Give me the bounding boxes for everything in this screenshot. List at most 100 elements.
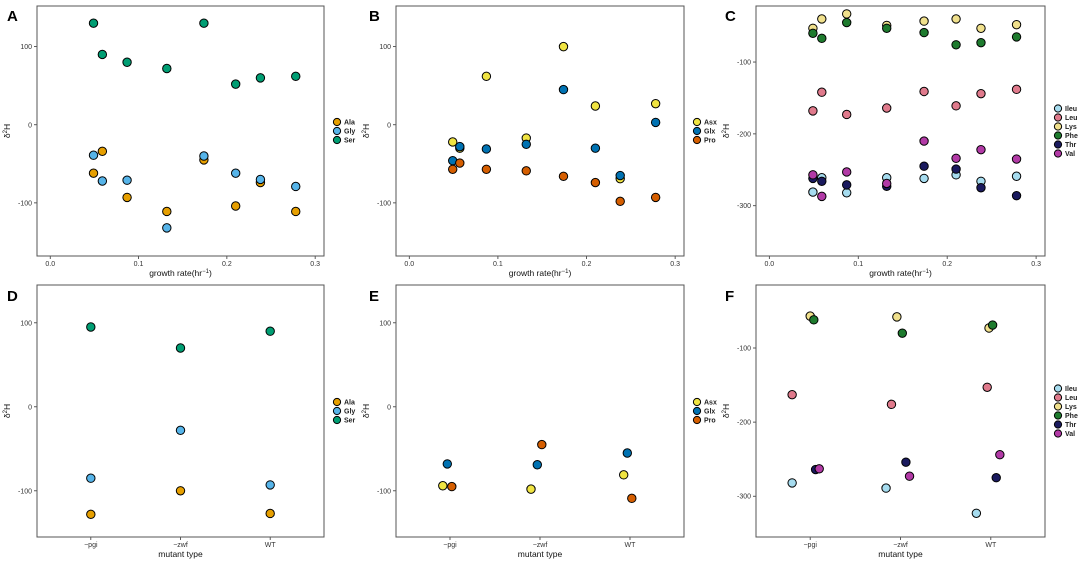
legend-key-glx [692,406,702,416]
y-tick-label: 0 [387,122,391,129]
data-point-leu [808,106,818,116]
data-point-leu [817,87,827,97]
data-point-leu [976,88,986,99]
data-point-glx [650,117,661,128]
legend-label-gly: Gly [344,409,355,416]
y-axis-label: δ2H [2,124,12,138]
y-axis-label-sup: 2 [362,409,368,413]
data-point-thr [1011,190,1022,201]
x-tick-label: −zwf [533,542,548,549]
x-axis-label-close: ) [209,268,212,278]
legend-label-lys: Lys [1065,124,1077,131]
panel-letter: D [7,288,18,305]
legend-key-ileu [1053,104,1063,113]
y-tick-label: -100 [737,346,751,353]
legend-label-val: Val [1065,151,1075,158]
y-tick-label: -100 [18,488,32,495]
data-point-glx [521,139,531,149]
legend-key-asx [692,117,702,127]
legend-key-pro [692,135,702,145]
y-axis-label: δ2H [361,124,371,138]
data-point-gly [230,168,241,178]
x-tick-label: 0.1 [134,261,144,268]
legend-label-ileu: Ileu [1065,106,1077,113]
panel-letter: B [369,8,380,25]
y-axis-label-sup: 2 [362,129,368,133]
x-tick-label: 0.1 [493,261,503,268]
y-axis-label-sub: H [2,124,12,130]
legend-key-ala [332,397,342,407]
y-axis-label: δ2H [721,404,731,418]
plot-frame [755,5,1046,257]
y-axis-label-delta: δ [361,133,371,138]
data-point-pro [447,481,457,492]
legend-key-gly [332,126,342,136]
y-tick-label: 0 [387,404,391,411]
plot-frame [36,284,325,538]
x-tick-label: 0.0 [404,261,414,268]
x-tick-label: −zwf [893,542,908,549]
legend-label-pro: Pro [704,138,716,145]
y-tick-label: 100 [20,44,32,51]
data-point-lys [817,14,827,24]
data-point-val [919,136,929,146]
legend-key-phe [1053,411,1063,420]
x-axis-label: growth rate(hr−1) [149,268,212,278]
y-axis-label-sup: 2 [722,409,728,413]
data-point-ser [199,18,209,28]
data-point-lys [919,16,929,26]
data-point-val [817,191,827,202]
data-point-asx [481,71,492,82]
data-point-val [882,178,892,189]
data-point-ala [86,509,96,520]
data-point-thr [976,183,986,193]
data-point-phe [1011,32,1022,42]
legend-label-leu: Leu [1065,395,1077,402]
legend-label-thr: Thr [1065,142,1077,149]
y-axis-label-delta: δ [2,133,12,138]
y-tick-label: -200 [737,131,751,138]
legend: Ala Gly Ser [332,397,356,425]
y-axis-label-sub: H [721,124,731,130]
data-point-phe [951,40,961,50]
data-point-phe [987,320,998,330]
legend: Ileu Leu Lys Phe Thr Val [1053,104,1078,158]
y-axis-label-delta: δ [721,413,731,418]
data-point-phe [897,328,908,338]
y-axis-label: δ2H [2,404,12,418]
data-point-gly [86,473,96,483]
plot-frame [36,5,325,257]
data-point-ala [88,168,99,178]
data-point-ser [255,73,266,83]
data-point-pro [590,177,601,188]
x-axis-label-close: ) [568,268,571,278]
data-point-ser [97,49,108,60]
data-point-ileu [971,508,982,518]
data-point-val [808,170,818,180]
data-point-ala [230,201,241,211]
x-tick-label: 0.2 [942,261,952,268]
legend-label-lys: Lys [1065,404,1077,411]
data-point-gly [122,175,132,185]
legend: Ileu Leu Lys Phe Thr Val [1053,384,1078,438]
legend-label-asx: Asx [704,120,717,127]
data-point-phe [842,17,852,28]
legend-label-glx: Glx [704,409,715,416]
data-point-leu [1011,84,1022,95]
data-point-phe [882,23,892,33]
data-point-phe [919,27,929,38]
y-tick-label: 100 [379,44,391,51]
data-point-glx [455,141,465,152]
data-point-asx [619,470,629,480]
data-point-gly [199,151,209,161]
data-point-lys [951,14,961,24]
legend-label-ser: Ser [344,418,356,425]
x-axis-label-close: ) [929,268,932,278]
data-point-ileu [919,173,929,184]
data-point-ileu [1011,171,1022,181]
data-point-ileu [787,478,797,488]
x-tick-label: 0.3 [670,261,680,268]
